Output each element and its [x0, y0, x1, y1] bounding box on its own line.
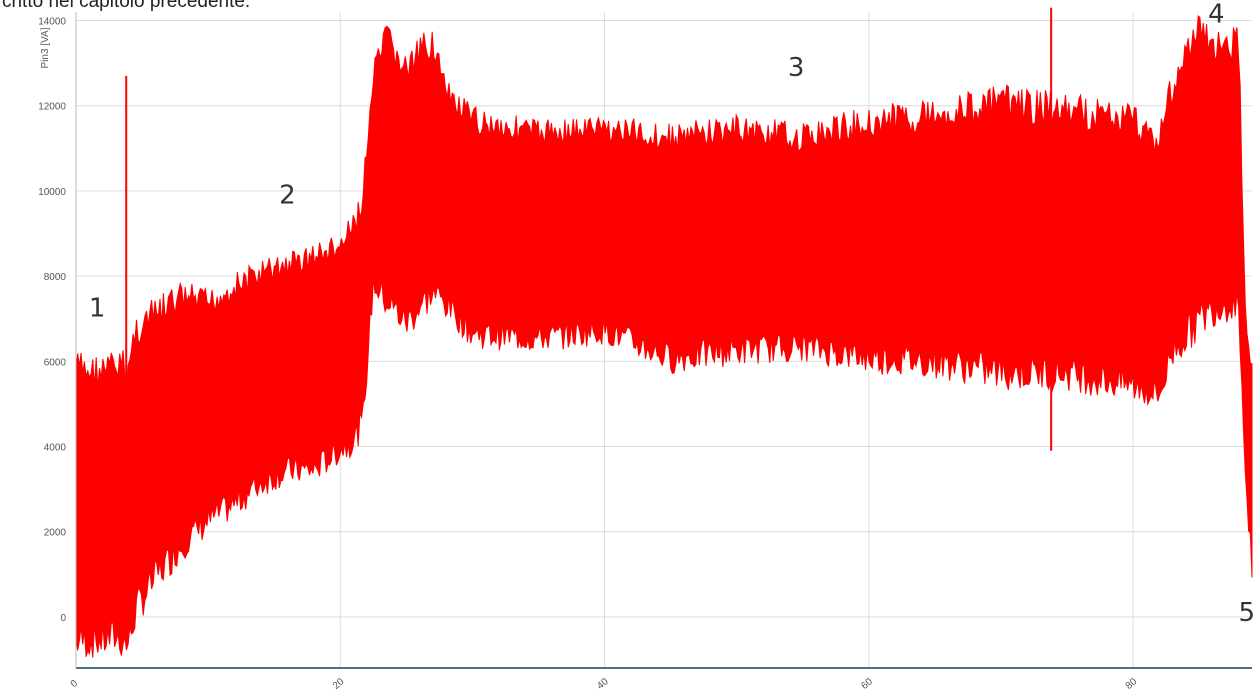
x-tick-label: 80 [1124, 676, 1140, 691]
annotation-label: 3 [788, 53, 805, 83]
y-tick-label: 0 [60, 613, 66, 624]
y-tick-label: 8000 [44, 272, 67, 283]
annotations: 1 2 3 4 5 [89, 0, 1255, 628]
y-tick-label: 14000 [38, 17, 66, 28]
y-tick-label: 4000 [44, 442, 67, 453]
axes [75, 12, 1252, 669]
y-tick-label: 2000 [44, 528, 67, 539]
annotation-label: 1 [89, 294, 106, 324]
x-tick-label: 20 [331, 676, 347, 691]
x-tick-label: 40 [595, 676, 611, 691]
annotation-label: 5 [1238, 598, 1255, 628]
annotation-label: 4 [1208, 0, 1225, 30]
series-envelope [75, 15, 1253, 658]
caption-text: critto nel capitolo precedente. [2, 0, 251, 12]
y-axis-label: Pin3 [VA] [40, 27, 51, 68]
series-area [75, 7, 1253, 658]
y-tick-label: 10000 [38, 187, 66, 198]
x-tick-label: 0 [69, 678, 81, 690]
annotation-label: 2 [279, 181, 296, 211]
y-tick-label: 12000 [38, 102, 66, 113]
y-tick-label: 6000 [44, 357, 67, 368]
x-tick-label: 60 [859, 676, 875, 691]
